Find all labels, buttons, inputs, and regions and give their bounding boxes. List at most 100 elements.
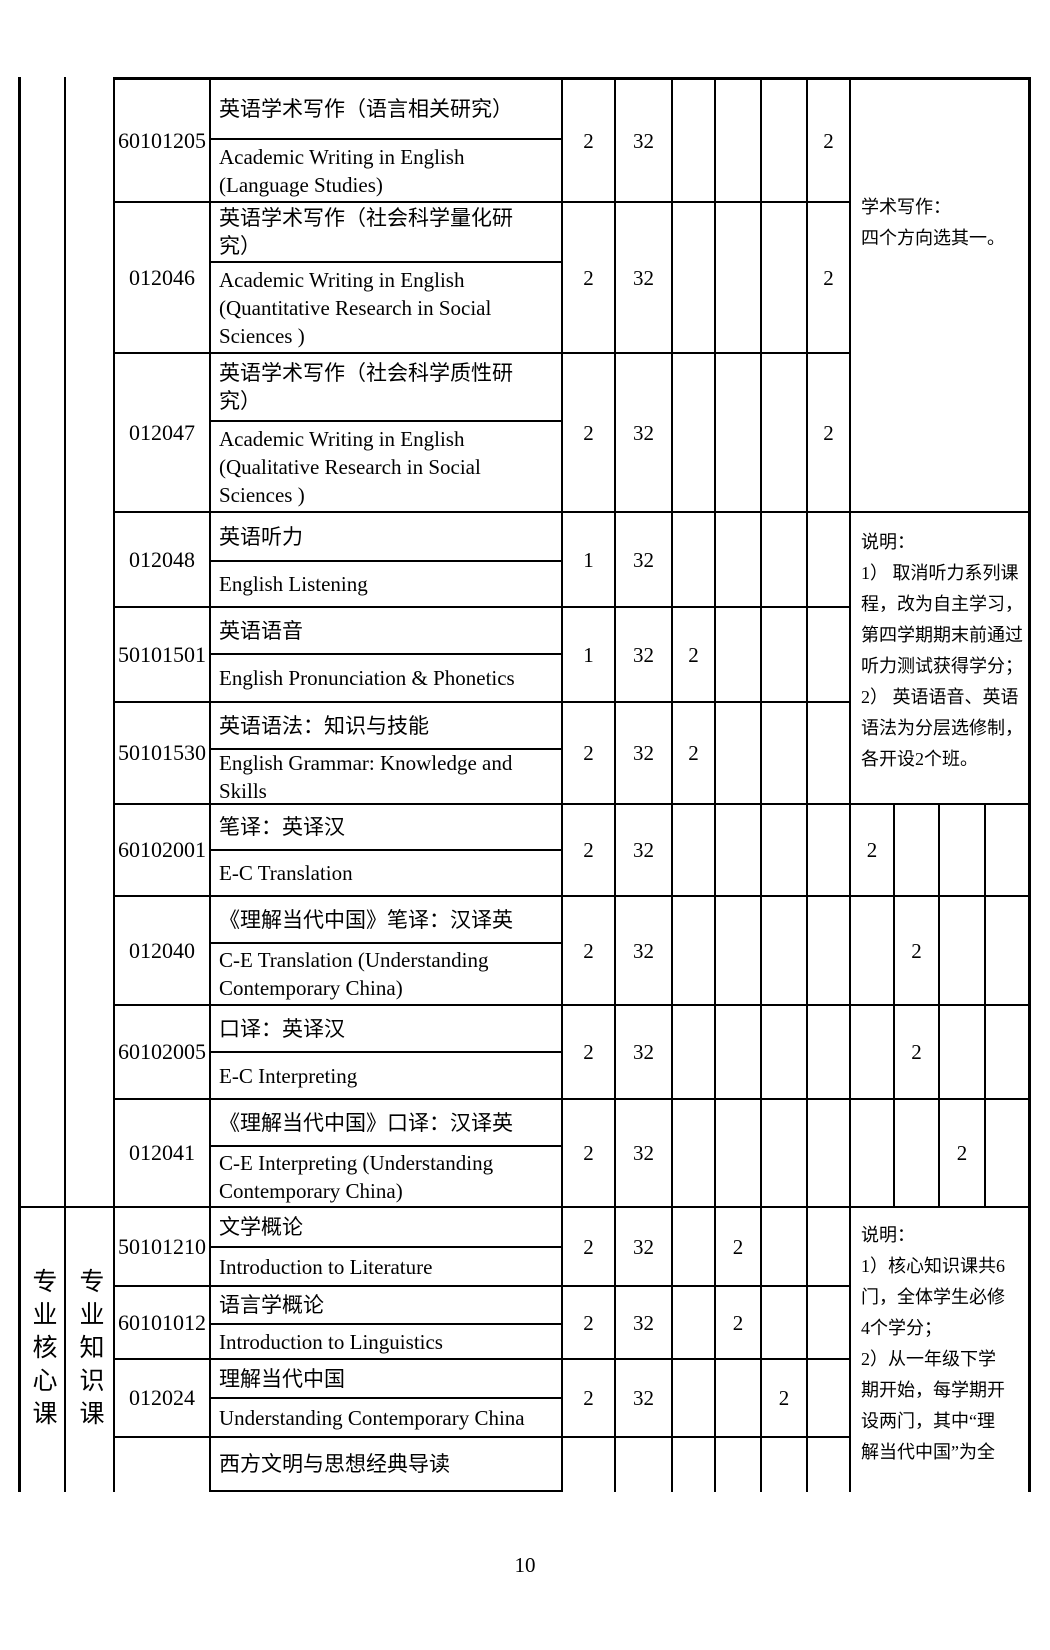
semester-cell [808,805,851,897]
course-name-zh: 《理解当代中国》笔译：汉译英 [211,897,563,944]
semester-cell [940,1006,986,1100]
credits-cell: 2 [563,1360,616,1438]
semester-cell [940,897,986,1006]
course-code: 60101205 [115,77,211,203]
semester-cell [762,513,808,608]
category-empty-left [21,77,66,1208]
hours-cell: 32 [616,703,673,805]
semester-cell [851,1006,895,1100]
semester-cell: 2 [673,608,716,703]
credits-cell: 2 [563,703,616,805]
course-code: 60102001 [115,805,211,897]
semester-cell [762,354,808,513]
semester-cell [762,805,808,897]
semester-cell [808,1360,851,1438]
semester-cell [808,1287,851,1360]
semester-cell [716,805,762,897]
credits-cell: 2 [563,805,616,897]
semester-cell: 2 [895,1006,940,1100]
course-name-en: English Listening [211,562,563,608]
credits-cell: 2 [563,1100,616,1208]
hours-cell [616,1438,673,1492]
course-name-zh: 英语听力 [211,513,563,562]
hours-cell: 32 [616,805,673,897]
course-code [115,1438,211,1492]
course-name-en: English Pronunciation & Phonetics [211,655,563,703]
semester-cell [716,77,762,203]
semester-cell [808,703,851,805]
course-code: 012048 [115,513,211,608]
course-name-zh: 西方文明与思想经典导读 [211,1438,563,1492]
semester-cell: 2 [808,354,851,513]
note-block-b: 说明： 1）核心知识课共6 门，全体学生必修 4个学分； 2）从一年级下学 期开… [861,1225,1005,1462]
note-academic-writing: 学术写作： 四个方向选其一。 [851,77,1028,513]
course-name-en: Academic Writing in English (Quantitativ… [211,263,563,354]
semester-cell [716,1438,762,1492]
semester-cell [986,897,1028,1006]
course-code: 012046 [115,203,211,354]
semester-cell [808,1438,851,1492]
semester-cell [716,354,762,513]
hours-cell: 32 [616,77,673,203]
semester-cell: 2 [851,805,895,897]
semester-cell [762,1208,808,1287]
course-name-en: C-E Interpreting (Understanding Contempo… [211,1147,563,1208]
semester-cell [673,203,716,354]
course-name-en: Introduction to Literature [211,1248,563,1287]
category-core-courses: 专业核心课 [21,1208,66,1492]
credits-cell: 1 [563,513,616,608]
credits-cell: 2 [563,354,616,513]
course-name-zh: 文学概论 [211,1208,563,1248]
course-name-zh: 《理解当代中国》口译：汉译英 [211,1100,563,1147]
course-name-en: Academic Writing in English (Qualitative… [211,422,563,513]
category-empty-right [66,77,115,1208]
credits-cell: 2 [563,1006,616,1100]
semester-cell [762,203,808,354]
category-knowledge-courses: 专业知识课 [66,1208,115,1492]
semester-cell: 2 [940,1100,986,1208]
semester-cell [808,1208,851,1287]
semester-cell [808,1006,851,1100]
note-block-a: 说明： 1） 取消听力系列课 程，改为自主学习， 第四学期期末前通过 听力测试获… [851,513,1028,805]
credits-cell: 2 [563,1287,616,1360]
hours-cell: 32 [616,1006,673,1100]
semester-cell [673,1287,716,1360]
course-name-en: C-E Translation (Understanding Contempor… [211,944,563,1006]
semester-cell: 2 [895,897,940,1006]
semester-cell [762,1438,808,1492]
semester-cell [986,805,1028,897]
semester-cell [716,513,762,608]
category-label-knowledge: 专业知识课 [76,1267,103,1433]
semester-cell [762,703,808,805]
course-name-en: Academic Writing in English (Language St… [211,140,563,203]
hours-cell: 32 [616,897,673,1006]
course-name-zh: 英语学术写作（社会科学质性研 究） [211,354,563,422]
course-name-zh: 口译：英译汉 [211,1006,563,1053]
semester-cell [895,805,940,897]
semester-cell [851,1100,895,1208]
semester-cell [808,1100,851,1208]
semester-cell: 2 [716,1208,762,1287]
semester-cell [673,1006,716,1100]
semester-cell [762,608,808,703]
hours-cell: 32 [616,513,673,608]
semester-cell [940,805,986,897]
semester-cell [716,608,762,703]
semester-cell [716,203,762,354]
course-name-en: Introduction to Linguistics [211,1325,563,1360]
semester-cell [762,1100,808,1208]
semester-cell [895,1100,940,1208]
curriculum-table: 60101205 英语学术写作（语言相关研究） Academic Writing… [18,77,1031,1492]
semester-cell [808,608,851,703]
course-code: 60102005 [115,1006,211,1100]
course-name-zh: 英语学术写作（语言相关研究） [211,77,563,140]
hours-cell: 32 [616,203,673,354]
course-code: 50101210 [115,1208,211,1287]
course-name-zh: 英语学术写作（社会科学量化研 究） [211,203,563,263]
semester-cell [673,354,716,513]
semester-cell [673,77,716,203]
course-code: 012040 [115,897,211,1006]
semester-cell: 2 [762,1360,808,1438]
semester-cell [716,897,762,1006]
